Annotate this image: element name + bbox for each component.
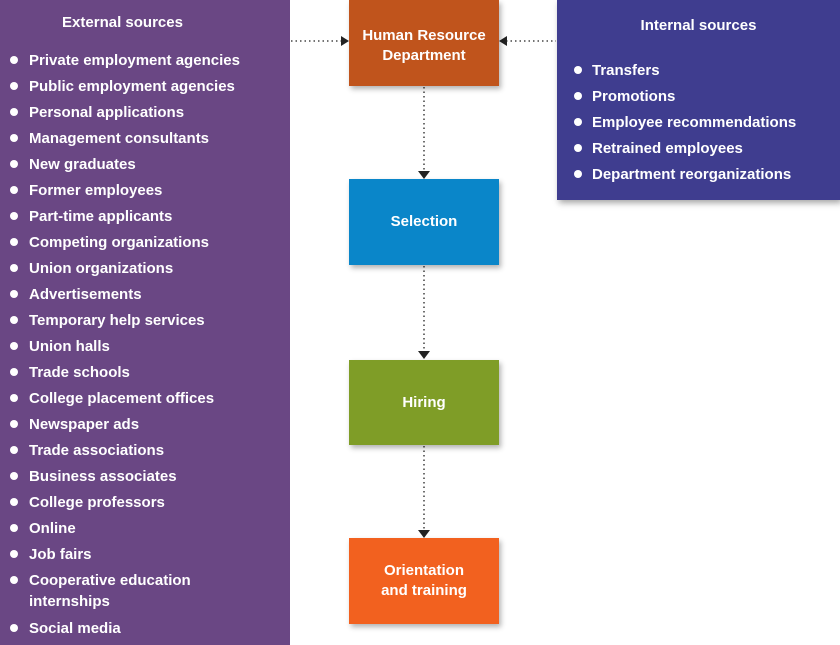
list-item: Transfers (557, 60, 832, 81)
arrowhead-left-icon (499, 36, 507, 46)
list-item: Part-time applicants (0, 206, 279, 227)
list-item: Temporary help services (0, 310, 279, 331)
internal-sources-panel: Internal sources Transfers Promotions Em… (557, 0, 840, 200)
list-item: Newspaper ads (0, 414, 279, 435)
list-item: Private employment agencies (0, 50, 279, 71)
external-sources-list: Private employment agencies Public emplo… (0, 50, 279, 644)
selection-box: Selection (349, 179, 499, 265)
list-item: New graduates (0, 154, 279, 175)
list-item: Union organizations (0, 258, 279, 279)
internal-sources-list: Transfers Promotions Employee recommenda… (557, 60, 832, 190)
list-item: Advertisements (0, 284, 279, 305)
list-item: Former employees (0, 180, 279, 201)
external-sources-title: External sources (62, 14, 183, 31)
list-item: Cooperative education internships (0, 570, 219, 612)
list-item: Public employment agencies (0, 76, 279, 97)
list-item: Social media (0, 618, 279, 639)
list-item: Retrained employees (557, 138, 832, 159)
list-item: Job fairs (0, 544, 279, 565)
arrowhead-down-icon (418, 530, 430, 538)
list-item: College placement offices (0, 388, 279, 409)
list-item: Promotions (557, 86, 832, 107)
list-item: Department reorganizations (557, 164, 832, 185)
list-item: College professors (0, 492, 279, 513)
list-item: Competing organizations (0, 232, 279, 253)
list-item: Trade schools (0, 362, 279, 383)
list-item: Management consultants (0, 128, 279, 149)
internal-sources-title: Internal sources (640, 17, 757, 34)
orientation-box: Orientation and training (349, 538, 499, 624)
list-item: Online (0, 518, 279, 539)
list-item: Personal applications (0, 102, 279, 123)
arrowhead-down-icon (418, 351, 430, 359)
selection-label: Selection (390, 213, 458, 230)
hiring-box: Hiring (349, 360, 499, 445)
hiring-label: Hiring (402, 393, 446, 411)
list-item: Business associates (0, 466, 279, 487)
orientation-label: Orientation and training (381, 562, 467, 599)
arrowhead-down-icon (418, 171, 430, 179)
hr-department-label: Human Resource Department (362, 27, 486, 64)
arrowhead-right-icon (341, 36, 349, 46)
list-item: Trade associations (0, 440, 279, 461)
hr-department-box: Human Resource Department (349, 0, 499, 86)
list-item: Employee recommendations (557, 112, 832, 133)
external-sources-panel: External sources Private employment agen… (0, 0, 290, 645)
list-item: Union halls (0, 336, 279, 357)
